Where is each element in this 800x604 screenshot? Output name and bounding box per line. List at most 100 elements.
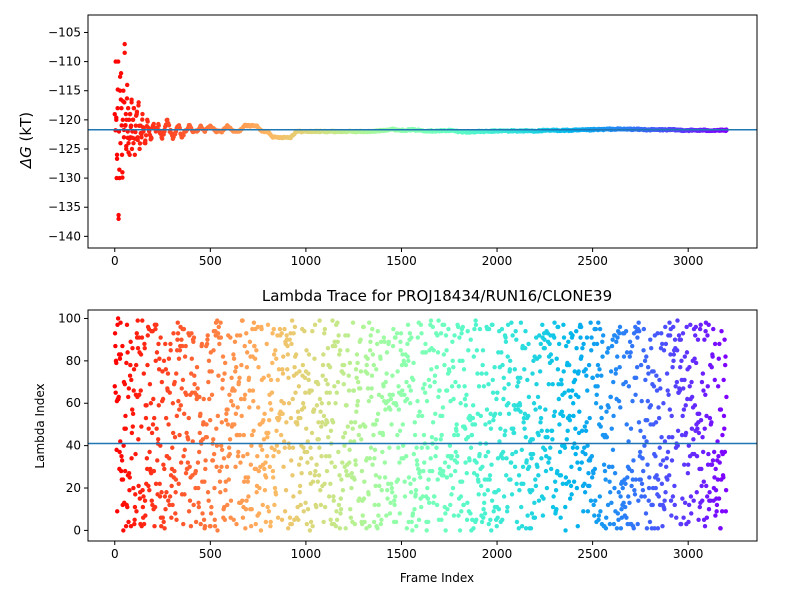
lambda-point bbox=[183, 470, 189, 476]
lambda-point bbox=[557, 422, 562, 427]
lambda-point bbox=[166, 422, 171, 427]
lambda-point bbox=[693, 360, 699, 366]
lambda-point bbox=[714, 509, 719, 514]
lambda-point bbox=[405, 322, 411, 328]
lambda-point bbox=[584, 335, 590, 340]
lambda-point bbox=[458, 494, 464, 499]
lambda-point bbox=[671, 358, 676, 364]
lambda-point bbox=[302, 375, 308, 381]
lambda-point bbox=[178, 460, 184, 465]
lambda-point bbox=[342, 443, 347, 448]
lambda-point bbox=[355, 398, 361, 404]
lambda-point bbox=[474, 460, 479, 465]
lambda-point bbox=[654, 473, 659, 478]
lambda-point bbox=[502, 386, 507, 391]
lambda-point bbox=[365, 356, 370, 361]
lambda-point bbox=[252, 343, 257, 349]
lambda-point bbox=[482, 511, 488, 516]
lambda-point bbox=[312, 322, 318, 328]
lambda-point bbox=[228, 515, 233, 520]
lambda-point bbox=[212, 517, 217, 523]
lambda-point bbox=[365, 371, 370, 376]
lambda-point bbox=[269, 390, 275, 395]
lambda-point bbox=[426, 519, 431, 525]
lambda-point bbox=[271, 352, 277, 357]
lambda-point bbox=[712, 377, 717, 383]
lambda-point bbox=[685, 396, 690, 402]
lambda-point bbox=[572, 377, 578, 383]
lambda-point bbox=[558, 473, 564, 478]
lambda-point bbox=[317, 396, 323, 402]
lambda-point bbox=[470, 517, 475, 523]
lambda-point bbox=[187, 498, 193, 503]
lambda-point bbox=[621, 354, 627, 359]
lambda-point bbox=[314, 462, 319, 467]
lambda-point bbox=[240, 318, 245, 323]
lambda-point bbox=[422, 390, 428, 395]
lambda-point bbox=[173, 477, 179, 482]
lambda-point bbox=[289, 318, 295, 323]
lambda-point bbox=[394, 403, 399, 408]
lambda-point bbox=[123, 413, 128, 419]
lambda-point bbox=[296, 384, 302, 389]
lambda-point bbox=[592, 513, 597, 518]
delta-g-point bbox=[133, 113, 139, 118]
lambda-point bbox=[443, 333, 449, 338]
lambda-point bbox=[716, 496, 722, 501]
lambda-point bbox=[443, 511, 448, 516]
lambda-point bbox=[428, 456, 433, 461]
lambda-point bbox=[589, 475, 595, 480]
lambda-point bbox=[284, 420, 289, 425]
lambda-point bbox=[334, 517, 340, 523]
lambda-point bbox=[616, 490, 621, 495]
delta-g-y-axis-label: ΔG (kT) bbox=[17, 112, 35, 169]
lambda-point bbox=[570, 388, 575, 393]
lambda-point bbox=[667, 333, 673, 338]
lambda-point bbox=[533, 335, 539, 340]
lambda-point bbox=[504, 456, 509, 461]
lambda-point bbox=[715, 477, 721, 482]
lambda-point bbox=[184, 392, 189, 397]
y-tick-label: 80 bbox=[66, 354, 81, 368]
lambda-point bbox=[659, 341, 665, 347]
lambda-point bbox=[591, 341, 597, 347]
lambda-point bbox=[353, 367, 359, 372]
lambda-point bbox=[272, 485, 278, 491]
lambda-point bbox=[671, 352, 677, 357]
delta-g-axes-frame bbox=[87, 14, 758, 249]
lambda-point bbox=[281, 439, 287, 444]
delta-g-point bbox=[161, 132, 166, 137]
lambda-point bbox=[347, 460, 352, 465]
lambda-point bbox=[271, 454, 276, 459]
lambda-point bbox=[223, 418, 229, 423]
lambda-point bbox=[506, 381, 511, 387]
lambda-point bbox=[706, 322, 711, 328]
lambda-point bbox=[648, 345, 654, 351]
lambda-point bbox=[685, 470, 691, 476]
delta-g-point bbox=[112, 111, 117, 117]
lambda-point bbox=[461, 502, 466, 508]
lambda-point bbox=[368, 339, 373, 344]
lambda-point bbox=[282, 509, 288, 514]
lambda-point bbox=[222, 360, 228, 366]
delta-g-point bbox=[135, 137, 140, 143]
lambda-point bbox=[144, 456, 150, 461]
lambda-point bbox=[706, 507, 712, 512]
lambda-point bbox=[306, 371, 311, 376]
delta-g-point bbox=[116, 212, 121, 218]
lambda-point bbox=[395, 432, 400, 438]
lambda-point bbox=[503, 428, 508, 433]
lambda-point bbox=[254, 348, 259, 353]
delta-g-point bbox=[181, 133, 186, 138]
lambda-point bbox=[650, 502, 655, 508]
lambda-point bbox=[180, 377, 186, 383]
lambda-point bbox=[608, 490, 613, 495]
lambda-point bbox=[421, 468, 426, 474]
lambda-point bbox=[573, 451, 578, 457]
lambda-point bbox=[471, 470, 477, 476]
lambda-point bbox=[609, 426, 614, 431]
lambda-point bbox=[675, 318, 680, 323]
lambda-point bbox=[373, 473, 379, 478]
lambda-point bbox=[681, 386, 686, 391]
